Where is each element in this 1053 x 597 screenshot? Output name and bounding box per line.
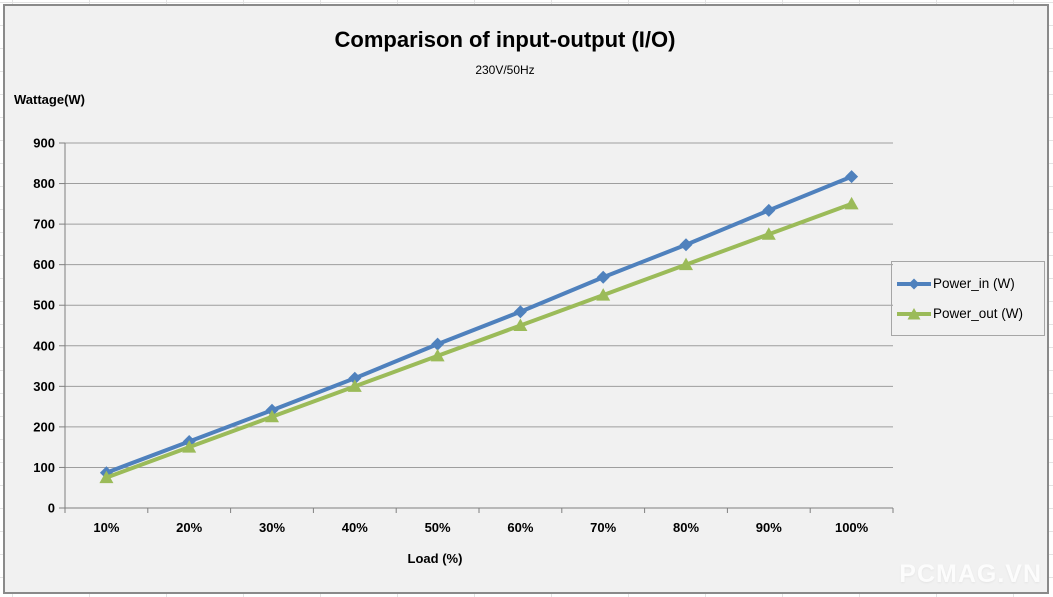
triangle-marker — [347, 379, 362, 392]
diamond-marker — [513, 305, 527, 319]
x-tick-label: 30% — [259, 520, 285, 535]
series-power-in-w — [99, 170, 859, 480]
y-tick-labels: 0 100 200 300 400 500 600 700 800 900 — [33, 136, 55, 516]
triangle-marker — [265, 409, 279, 423]
legend-label: Power_out (W) — [933, 306, 1024, 321]
y-tick-label: 900 — [33, 136, 55, 151]
triangle-marker — [513, 318, 528, 331]
chart-container: Comparison of input-output (I/O) 230V/50… — [3, 4, 1049, 594]
triangle-marker — [679, 257, 693, 271]
legend-diamond-marker-icon — [897, 278, 931, 289]
watermark: PCMAG.VN — [899, 560, 1042, 588]
y-axis-title: Wattage(W) — [14, 92, 86, 107]
y-tick-label: 600 — [33, 257, 55, 272]
legend-triangle-marker-icon — [897, 307, 931, 319]
triangle-marker — [761, 227, 776, 240]
x-tick-label: 80% — [673, 520, 699, 535]
x-tick-label: 60% — [507, 520, 533, 535]
x-tick-label: 90% — [756, 520, 782, 535]
y-tick-label: 100 — [33, 460, 55, 475]
y-tick-label: 800 — [33, 176, 55, 191]
legend: Power_in (W) Power_out (W) — [891, 261, 1045, 336]
triangle-marker — [596, 288, 611, 301]
triangle-marker — [99, 470, 114, 484]
legend-item-power-in-w: Power_in (W) — [896, 276, 1044, 291]
y-tick-label: 500 — [33, 298, 55, 313]
x-tick-label: 50% — [425, 520, 451, 535]
x-tick-label: 100% — [835, 520, 869, 535]
diamond-marker — [431, 337, 445, 351]
x-axis-ticks — [64, 508, 894, 513]
y-gridlines — [59, 142, 893, 509]
x-axis-title: Load (%) — [407, 551, 463, 566]
y-tick-label: 700 — [33, 217, 55, 232]
plot-area: 0 100 200 300 400 500 600 700 800 900 10% 20% 30% 40%… — [33, 136, 894, 535]
y-tick-label: 200 — [33, 419, 55, 434]
x-tick-label: 40% — [342, 520, 368, 535]
diamond-marker — [762, 203, 776, 217]
legend-item-power-out-w: Power_out (W) — [896, 306, 1044, 321]
x-tick-label: 20% — [176, 520, 202, 535]
x-tick-label: 10% — [93, 520, 119, 535]
y-tick-label: 300 — [33, 379, 55, 394]
diamond-marker — [845, 170, 859, 184]
diamond-marker — [679, 238, 693, 252]
y-tick-label: 400 — [33, 338, 55, 353]
triangle-marker — [844, 196, 859, 210]
triangle-marker — [430, 348, 445, 362]
chart-title: Comparison of input-output (I/O) — [334, 27, 676, 52]
diamond-marker — [348, 371, 362, 385]
chart-subtitle: 230V/50Hz — [475, 63, 535, 77]
x-tick-labels: 10% 20% 30% 40% 50% 60% 70% 80% 90% 100% — [93, 520, 868, 535]
diamond-marker — [596, 270, 610, 284]
x-tick-label: 70% — [590, 520, 616, 535]
y-tick-label: 0 — [48, 501, 55, 516]
legend-label: Power_in (W) — [933, 276, 1015, 291]
series-power-out-w — [99, 196, 859, 484]
triangle-marker — [182, 440, 197, 453]
